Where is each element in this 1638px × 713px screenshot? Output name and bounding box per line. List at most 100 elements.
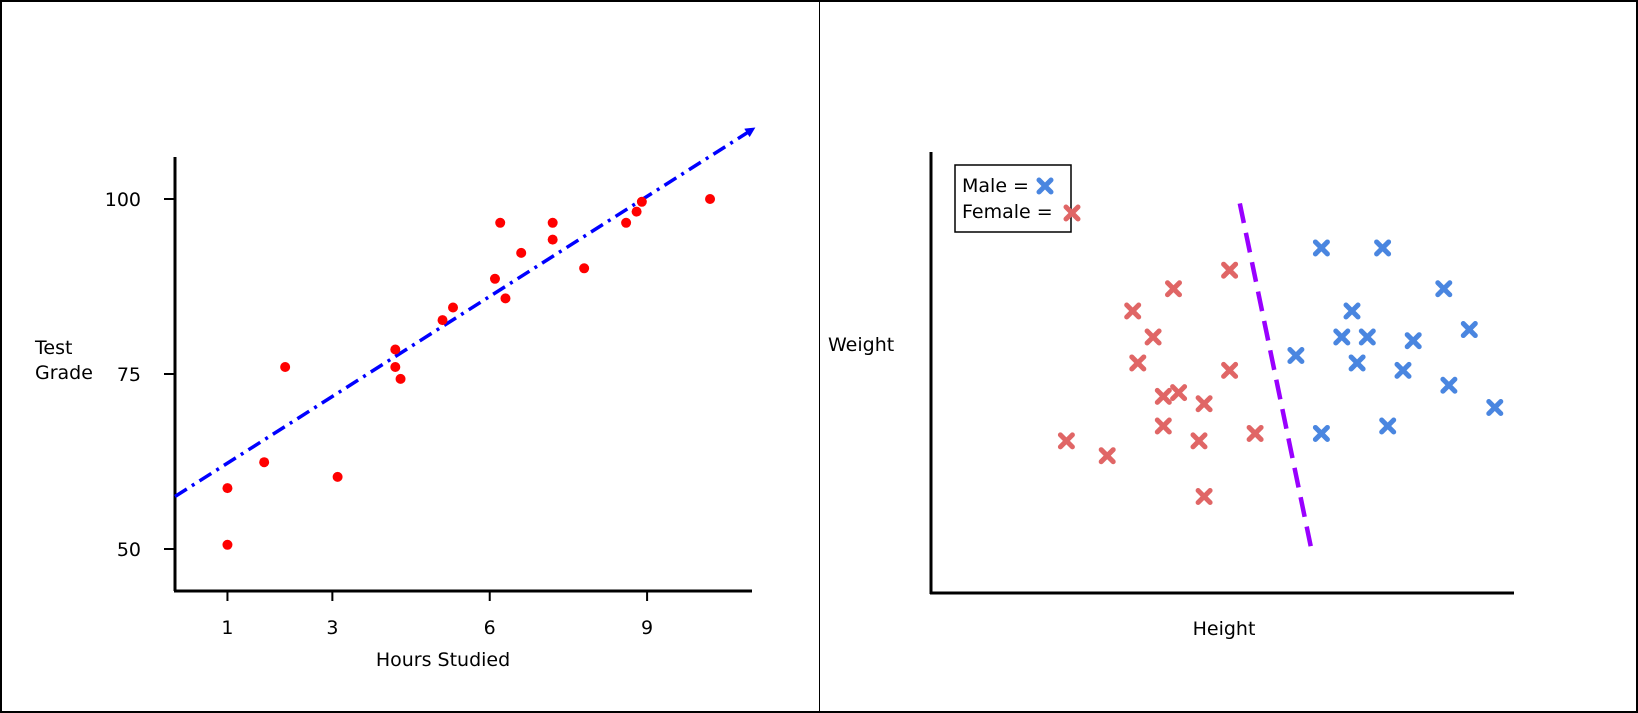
right-ylabel: Weight bbox=[828, 334, 894, 356]
male-point bbox=[1343, 302, 1361, 320]
female-point-stroke bbox=[1246, 424, 1264, 442]
legend: Male = Female = bbox=[954, 164, 1081, 233]
female-point bbox=[1098, 447, 1116, 465]
female-point bbox=[1057, 432, 1075, 450]
male-point-stroke bbox=[1358, 328, 1376, 346]
female-point-stroke bbox=[1170, 384, 1188, 402]
data-point bbox=[547, 234, 558, 245]
female-point-stroke bbox=[1195, 488, 1213, 506]
female-point-stroke bbox=[1057, 432, 1075, 450]
male-point bbox=[1374, 239, 1392, 257]
data-point bbox=[516, 247, 527, 258]
female-point bbox=[1154, 387, 1172, 405]
male-point bbox=[1486, 398, 1504, 416]
data-point bbox=[636, 196, 647, 207]
left-xtick-label: 9 bbox=[641, 617, 653, 639]
left-xlabel: Hours Studied bbox=[376, 649, 510, 671]
male-point bbox=[1394, 361, 1412, 379]
legend-female-marker-stroke bbox=[1063, 204, 1081, 222]
male-point-stroke bbox=[1435, 280, 1453, 298]
female-point-stroke bbox=[1221, 361, 1239, 379]
male-point bbox=[1404, 332, 1422, 350]
data-point bbox=[500, 293, 511, 304]
male-point bbox=[1379, 417, 1397, 435]
male-point bbox=[1440, 376, 1458, 394]
male-point-stroke bbox=[1486, 398, 1504, 416]
left-ticks: 1 3 6 9 50 75 100 bbox=[105, 189, 653, 639]
female-point-stroke bbox=[1190, 432, 1208, 450]
female-point-stroke bbox=[1195, 395, 1213, 413]
data-point bbox=[448, 302, 459, 313]
female-point-stroke bbox=[1098, 447, 1116, 465]
female-point-stroke bbox=[1165, 280, 1182, 298]
left-ytick-label: 75 bbox=[117, 364, 141, 386]
data-point bbox=[259, 457, 270, 468]
panel-divider bbox=[819, 0, 820, 713]
legend-female-marker bbox=[1063, 204, 1081, 222]
right-boundary-group bbox=[1237, 202, 1314, 549]
left-xtick-label: 1 bbox=[221, 617, 233, 639]
left-ytick-label: 50 bbox=[117, 539, 141, 561]
data-point bbox=[280, 362, 291, 372]
male-point-stroke bbox=[1374, 239, 1392, 257]
female-point-stroke bbox=[1154, 387, 1172, 405]
male-point bbox=[1358, 328, 1376, 346]
female-point-stroke bbox=[1154, 417, 1172, 435]
female-point-stroke bbox=[1221, 261, 1239, 279]
data-point bbox=[579, 263, 590, 274]
data-point bbox=[495, 217, 506, 228]
data-point bbox=[390, 344, 401, 355]
male-point bbox=[1287, 347, 1305, 365]
female-point bbox=[1195, 395, 1213, 413]
legend-female-label: Female = bbox=[962, 201, 1053, 223]
right-xlabel: Height bbox=[1193, 618, 1256, 640]
left-points bbox=[222, 194, 716, 550]
male-point bbox=[1460, 321, 1478, 339]
male-point bbox=[1435, 280, 1453, 298]
legend-male-marker bbox=[1036, 177, 1054, 195]
right-points bbox=[1057, 239, 1504, 506]
left-ytick-label: 100 bbox=[105, 189, 141, 211]
left-xtick-label: 6 bbox=[484, 617, 496, 639]
female-point bbox=[1170, 384, 1188, 402]
male-point-stroke bbox=[1379, 417, 1397, 435]
data-point bbox=[332, 471, 343, 482]
female-point bbox=[1129, 354, 1147, 372]
female-point bbox=[1195, 488, 1213, 506]
female-point-stroke bbox=[1144, 328, 1162, 346]
male-point bbox=[1348, 354, 1366, 372]
left-trend-group bbox=[174, 127, 756, 498]
data-point bbox=[222, 539, 233, 550]
male-point-stroke bbox=[1348, 354, 1366, 372]
data-point bbox=[489, 273, 500, 284]
male-point-stroke bbox=[1394, 361, 1412, 379]
legend-box bbox=[954, 164, 1072, 233]
male-point bbox=[1333, 328, 1351, 346]
left-ylabel-line1: Test bbox=[34, 337, 72, 359]
female-point bbox=[1221, 361, 1239, 379]
male-point-stroke bbox=[1404, 332, 1422, 350]
data-point bbox=[547, 217, 558, 228]
female-point bbox=[1154, 417, 1172, 435]
female-point bbox=[1144, 328, 1162, 346]
male-point bbox=[1312, 424, 1330, 442]
female-point-stroke bbox=[1124, 302, 1142, 320]
data-point bbox=[631, 206, 642, 217]
female-point-stroke bbox=[1129, 354, 1147, 372]
female-point bbox=[1165, 280, 1182, 298]
legend-male-marker-stroke bbox=[1036, 177, 1054, 195]
female-point bbox=[1246, 424, 1264, 442]
male-point-stroke bbox=[1460, 321, 1478, 339]
data-point bbox=[395, 373, 406, 384]
data-point bbox=[705, 194, 716, 204]
data-point bbox=[621, 217, 632, 228]
left-ylabel-line2: Grade bbox=[35, 362, 93, 384]
female-point bbox=[1190, 432, 1208, 450]
legend-male-label: Male = bbox=[962, 175, 1029, 197]
male-point bbox=[1312, 239, 1330, 257]
male-point-stroke bbox=[1312, 424, 1330, 442]
trend-line bbox=[174, 127, 756, 498]
left-xtick-label: 3 bbox=[326, 617, 338, 639]
data-point bbox=[222, 483, 233, 494]
